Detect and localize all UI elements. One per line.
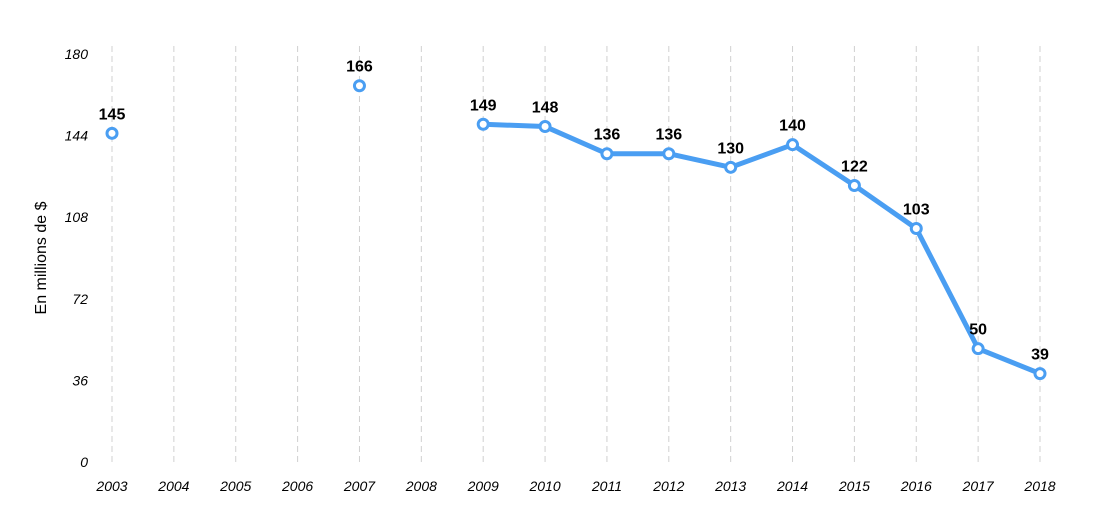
- x-tick-2004: 2004: [157, 478, 189, 494]
- x-tick-2014: 2014: [776, 478, 808, 494]
- y-axis-tick-labels: 0 36 72 108 144 180: [65, 46, 89, 470]
- series-lines: [480, 121, 1043, 377]
- data-label-2007: 166: [346, 59, 373, 76]
- x-tick-2010: 2010: [528, 478, 560, 494]
- data-point-2014: [786, 138, 800, 152]
- series-line-segment: [480, 121, 1043, 377]
- data-label-2012: 136: [655, 127, 682, 144]
- data-label-2014: 140: [779, 118, 806, 135]
- y-tick-180: 180: [65, 46, 89, 62]
- data-label-2018: 39: [1031, 347, 1049, 364]
- data-point-2017: [971, 342, 985, 356]
- data-label-2010: 148: [532, 100, 559, 117]
- x-tick-2018: 2018: [1023, 478, 1055, 494]
- data-point-2013: [724, 160, 738, 174]
- x-tick-2008: 2008: [405, 478, 437, 494]
- x-tick-2016: 2016: [900, 478, 932, 494]
- y-tick-0: 0: [80, 454, 88, 470]
- x-tick-2013: 2013: [714, 478, 746, 494]
- data-label-2017: 50: [969, 322, 987, 339]
- y-axis-title: En millions de $: [33, 201, 50, 314]
- x-tick-2009: 2009: [467, 478, 499, 494]
- data-label-2003: 145: [99, 106, 126, 123]
- data-label-2011: 136: [594, 127, 621, 144]
- data-point-2018: [1033, 367, 1047, 381]
- x-tick-2015: 2015: [838, 478, 870, 494]
- x-tick-2006: 2006: [281, 478, 313, 494]
- x-axis-tick-labels: 2003 2004 2005 2006 2007 2008 2009 2010 2011 2012…: [95, 478, 1055, 494]
- data-point-2016: [909, 222, 923, 236]
- data-label-2015: 122: [841, 158, 868, 175]
- data-label-2013: 130: [717, 140, 744, 157]
- y-tick-72: 72: [72, 291, 88, 307]
- x-tick-2012: 2012: [652, 478, 684, 494]
- x-tick-2011: 2011: [591, 478, 622, 494]
- data-points: [105, 79, 1047, 381]
- vertical-gridlines: [111, 46, 1041, 462]
- data-point-2010: [538, 120, 552, 134]
- x-tick-2005: 2005: [219, 478, 251, 494]
- data-label-2016: 103: [903, 202, 930, 219]
- data-point-2011: [600, 147, 614, 161]
- data-point-2009: [476, 117, 490, 131]
- data-label-2009: 149: [470, 97, 497, 114]
- y-tick-36: 36: [72, 372, 88, 388]
- data-point-2012: [662, 147, 676, 161]
- data-point-2007: [352, 79, 366, 93]
- y-tick-144: 144: [65, 128, 89, 144]
- x-tick-2017: 2017: [962, 478, 995, 494]
- data-point-2003: [105, 126, 119, 140]
- x-tick-2003: 2003: [95, 478, 127, 494]
- data-point-2015: [847, 178, 861, 192]
- x-tick-2007: 2007: [343, 478, 376, 494]
- data-labels: 145 166 149 148 136 136 130 140 122 103 50 39: [99, 59, 1049, 364]
- y-tick-108: 108: [65, 209, 89, 225]
